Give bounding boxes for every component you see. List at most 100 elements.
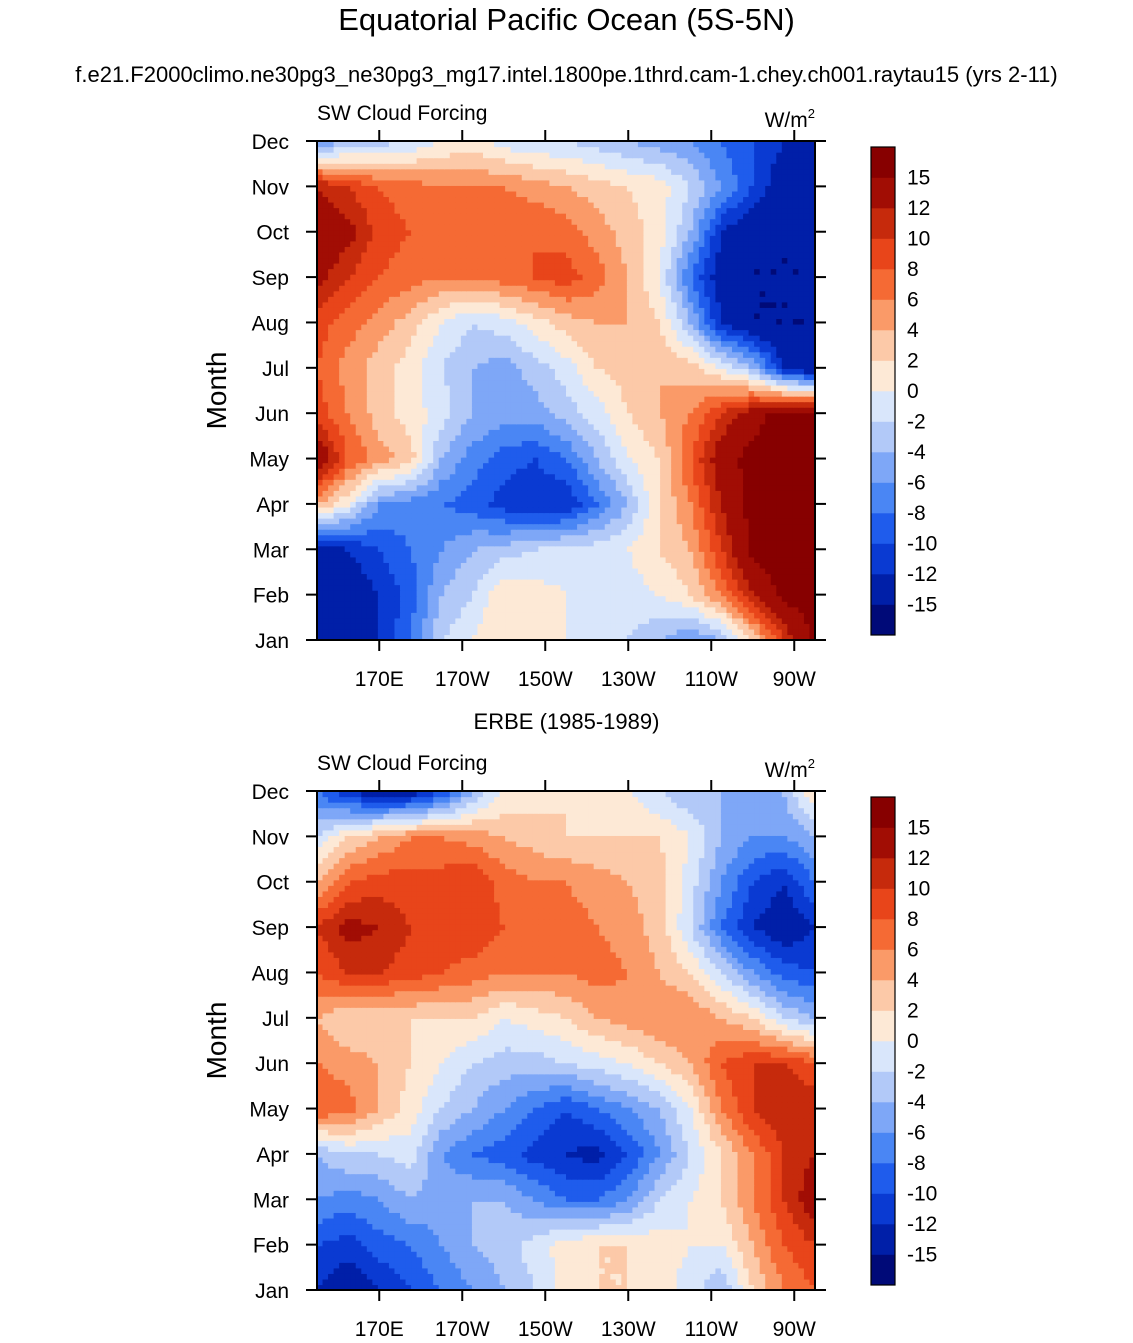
contour-cell [333,606,340,613]
contour-cell [322,495,329,502]
contour-cell [715,540,722,547]
contour-cell [626,490,633,497]
contour-cell [643,595,650,602]
contour-cell [427,490,434,497]
contour-cell [505,412,512,419]
contour-cell [626,457,633,464]
contour-cell [521,335,528,342]
contour-field [317,141,815,640]
contour-cell [328,562,335,569]
contour-cell [477,562,484,569]
contour-cell [637,579,645,586]
contour-cell [532,595,539,602]
contour-cell [317,390,324,397]
contour-cell [532,479,539,486]
contour-cell [660,634,667,640]
contour-cell [566,595,573,602]
contour-cell [682,601,689,608]
contour-cell [693,551,700,558]
contour-cell [505,346,512,353]
contour-cell [471,562,479,569]
contour-cell [732,623,739,630]
contour-cell [505,634,512,640]
contour-cell [621,357,628,364]
contour-cell [532,423,539,430]
contour-cell [715,590,722,597]
contour-cell [709,451,716,458]
contour-cell [566,434,573,441]
contour-cell [660,617,667,624]
contour-cell [355,373,362,381]
contour-cell [383,418,390,425]
contour-cell [521,401,528,408]
contour-cell [665,473,672,480]
contour-cell [483,556,490,563]
contour-cell [720,434,728,441]
contour-cell [709,512,716,519]
contour-cell [704,390,711,397]
contour-cell [593,606,600,613]
contour-cell [737,518,744,525]
contour-cell [621,479,628,486]
contour-cell [803,335,811,342]
contour-cell [637,373,645,381]
contour-cell [671,457,678,464]
contour-cell [350,518,357,525]
contour-cell [798,512,805,519]
contour-cell [350,484,357,491]
contour-cell [350,340,357,347]
contour-cell [704,490,711,497]
contour-cell [588,368,595,375]
contour-cell [660,512,667,519]
contour-cell [510,506,517,514]
contour-cell [466,346,473,353]
contour-cell [715,445,722,453]
contour-cell [709,401,716,408]
contour-cell [377,590,384,597]
contour-cell [687,601,694,608]
contour-cell [803,617,811,624]
contour-cell [483,628,490,636]
contour-cell [621,518,628,525]
contour-cell [344,628,351,636]
contour-cell [444,523,451,530]
contour-cell [549,512,556,519]
contour-cell [471,512,479,519]
contour-cell [649,373,656,381]
contour-cell [510,340,517,347]
contour-cell [494,357,501,364]
contour-cell [388,479,396,486]
contour-cell [693,590,700,597]
contour-cell [610,429,617,436]
contour-cell [372,462,379,469]
contour-cell [471,362,479,369]
contour-cell [505,518,512,525]
contour-cell [427,379,434,386]
contour-cell [532,468,539,475]
contour-cell [610,634,617,640]
contour-cell [400,612,407,619]
contour-cell [344,590,351,597]
contour-cell [466,545,473,552]
contour-cell [466,462,473,469]
contour-cell [698,346,705,353]
contour-cell [803,590,811,597]
contour-cell [505,407,512,414]
contour-cell [543,584,550,591]
contour-cell [615,457,622,464]
contour-cell [333,562,340,569]
contour-cell [505,545,512,552]
contour-cell [792,423,799,430]
contour-cell [709,346,716,353]
contour-cell [394,573,401,580]
contour-cell [554,534,562,541]
contour-cell [588,512,595,519]
contour-cell [505,556,512,563]
contour-cell [737,601,744,608]
contour-cell [726,335,733,342]
contour-cell [792,429,799,436]
contour-cell [466,512,473,519]
contour-cell [516,523,523,530]
contour-cell [665,495,672,502]
contour-cell [698,617,705,624]
